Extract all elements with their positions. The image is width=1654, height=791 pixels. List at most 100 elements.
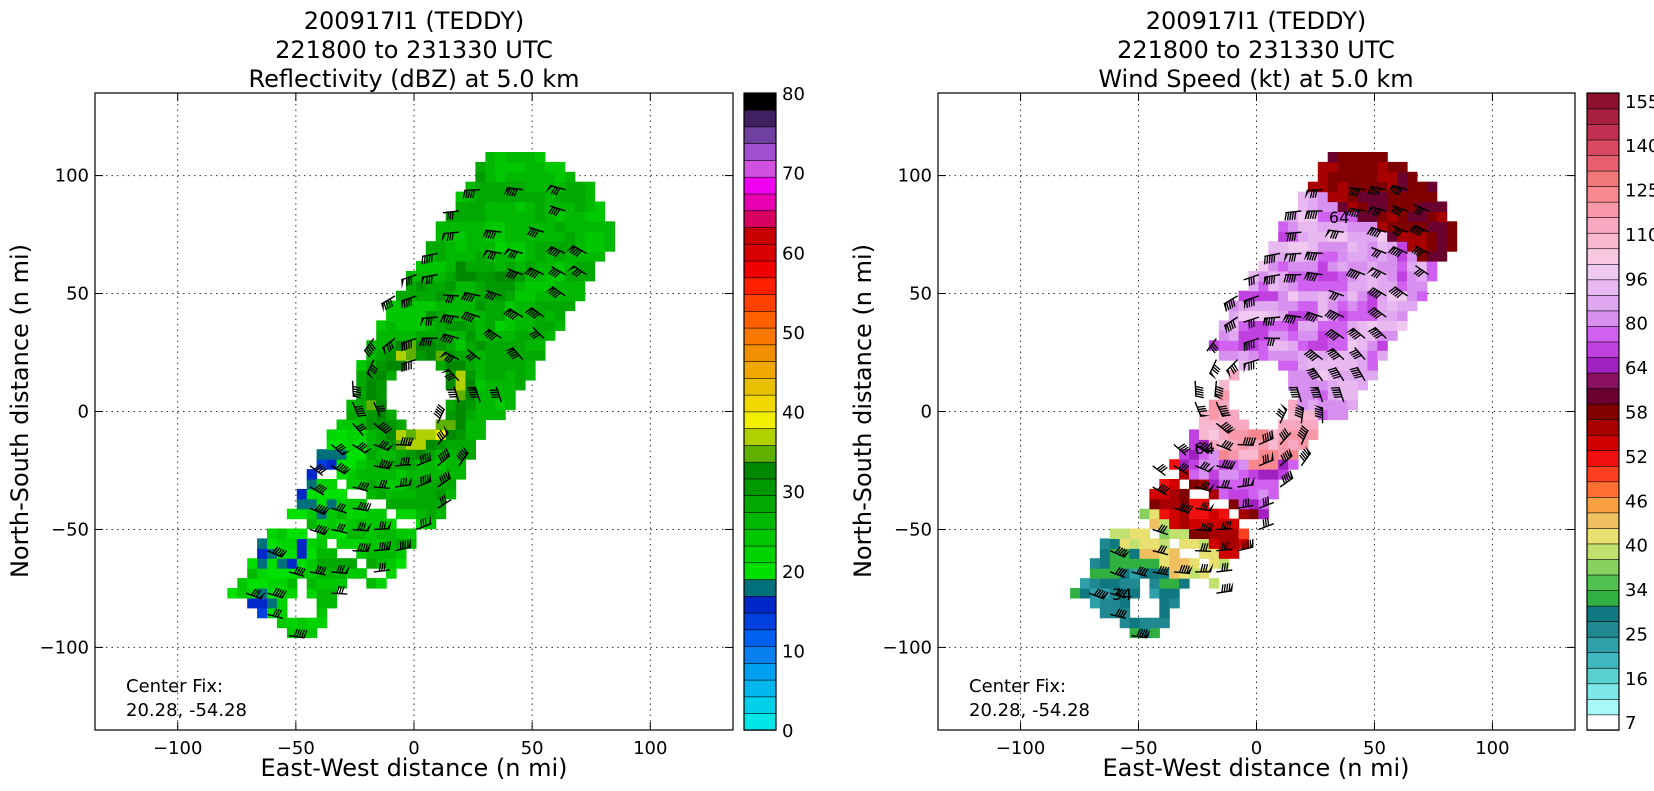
field-cell (475, 420, 486, 431)
field-cell (366, 558, 377, 569)
wind-barb-feather (1268, 518, 1269, 526)
colorbar-segment (744, 546, 776, 563)
colorbar-tick-label: 40 (782, 403, 805, 424)
field-cell (495, 221, 506, 232)
field-cell (317, 538, 328, 549)
field-cell (386, 558, 397, 569)
field-cell (277, 578, 288, 589)
field-cell (307, 628, 318, 639)
field-cell (475, 320, 486, 331)
field-cell (1120, 538, 1131, 549)
wind-barb-feather (1222, 584, 1223, 592)
field-cell (396, 499, 407, 510)
colorbar-segment (1587, 388, 1619, 404)
wind-barb-feather (422, 256, 423, 264)
wind-barb-feather (1229, 583, 1230, 591)
field-cell (436, 291, 447, 302)
colorbar-segment (744, 646, 776, 663)
field-cell (1348, 231, 1359, 242)
field-cell (545, 261, 556, 272)
field-cell (416, 301, 427, 312)
field-cell (366, 410, 377, 421)
field-cell (1308, 281, 1319, 292)
colorbar-segment (1587, 575, 1619, 591)
field-cell (376, 320, 387, 331)
field-cell (1367, 370, 1378, 381)
field-cell (555, 162, 566, 173)
field-cell (1318, 360, 1329, 371)
colorbar-segment (1587, 699, 1619, 715)
field-cell (1318, 291, 1329, 302)
y-tick-label: 50 (909, 284, 932, 305)
wind-barb-feather (1249, 278, 1250, 286)
field-cell (485, 380, 496, 391)
chart-title-line-1: 200917I1 (TEDDY) (304, 7, 524, 35)
field-cell (376, 489, 387, 500)
field-cell (1159, 509, 1170, 520)
field-cell (406, 320, 417, 331)
colorbar-segment (1587, 155, 1619, 171)
field-cell (307, 538, 318, 549)
field-cell (1298, 360, 1309, 371)
field-cell (1427, 261, 1438, 272)
field-cell (1298, 202, 1309, 213)
field-cell (1387, 162, 1398, 173)
field-cell (1417, 192, 1428, 203)
field-cell (1298, 281, 1309, 292)
wind-barb-feather (407, 278, 408, 286)
field-cell (1149, 628, 1160, 639)
x-tick-label: 100 (1475, 738, 1509, 759)
field-cell (535, 182, 546, 193)
field-cell (1249, 459, 1260, 470)
reflectivity-field (227, 152, 615, 638)
field-cell (1377, 320, 1388, 331)
field-cell (515, 241, 526, 252)
field-cell (1318, 211, 1329, 222)
field-cell (446, 360, 457, 371)
field-cell (466, 202, 477, 213)
field-cell (1278, 340, 1289, 351)
wind-barb-feather (1243, 499, 1244, 507)
field-cell (1159, 598, 1170, 609)
field-cell (575, 291, 586, 302)
field-cell (327, 519, 338, 530)
wind-barb (1153, 464, 1168, 475)
field-cell (1328, 271, 1339, 282)
field-cell (1278, 420, 1289, 431)
field-cell (1298, 301, 1309, 312)
wind-barb-feather (429, 276, 430, 284)
field-cell (366, 390, 377, 401)
wind-barb-feather (1196, 396, 1204, 398)
wind-barb-pennant (381, 303, 383, 313)
field-cell (1437, 231, 1448, 242)
field-cell (466, 400, 477, 411)
field-cell (416, 350, 427, 361)
field-cell (1367, 360, 1378, 371)
field-cell (495, 410, 506, 421)
field-cell (1258, 469, 1269, 480)
field-cell (317, 548, 328, 559)
field-cell (406, 311, 417, 322)
field-cell (535, 291, 546, 302)
field-cell (406, 529, 417, 540)
field-cell (1100, 548, 1111, 559)
field-cell (456, 221, 467, 232)
field-cell (525, 350, 536, 361)
field-cell (1358, 291, 1369, 302)
colorbar-segment (1587, 109, 1619, 125)
field-cell (565, 221, 576, 232)
field-cell (1100, 568, 1111, 579)
field-cell (1348, 311, 1359, 322)
field-cell (1278, 350, 1289, 361)
field-cell (475, 340, 486, 351)
wind-barb-feather (1196, 389, 1204, 391)
field-cell (565, 202, 576, 213)
field-cell (535, 320, 546, 331)
colorbar-tick-label: 80 (1625, 314, 1648, 335)
field-cell (485, 301, 496, 312)
field-cell (1358, 320, 1369, 331)
field-cell (515, 291, 526, 302)
field-cell (1367, 350, 1378, 361)
field-cell (287, 538, 298, 549)
field-cell (426, 489, 437, 500)
